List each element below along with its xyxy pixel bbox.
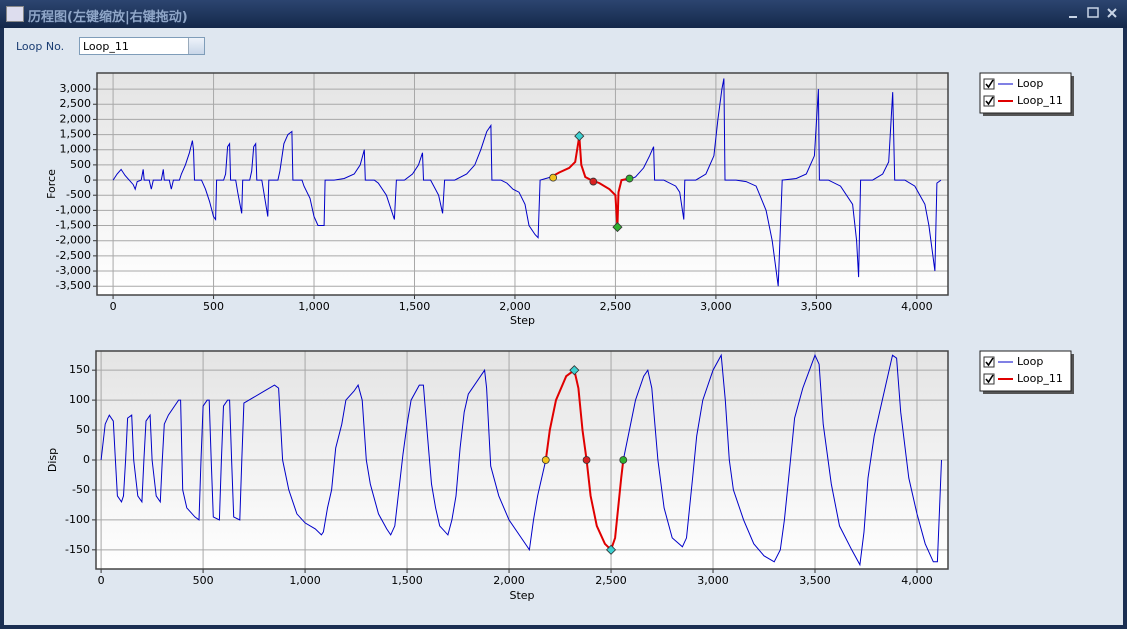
x-tick-label: 3,500 xyxy=(801,300,833,313)
check-mark xyxy=(985,374,994,384)
window-title: 历程图(左键缩放|右键拖动) xyxy=(28,10,188,25)
y-tick-label: -2,500 xyxy=(56,249,91,262)
y-tick-label: -1,000 xyxy=(56,203,91,216)
y-tick-label: -3,500 xyxy=(56,279,91,292)
x-tick-label: 1,500 xyxy=(391,574,423,587)
y-tick-label: -150 xyxy=(65,543,90,556)
x-axis-label: Step xyxy=(510,314,535,327)
key-point xyxy=(569,365,580,376)
legend-checkbox[interactable] xyxy=(983,95,995,107)
legend-checkbox[interactable] xyxy=(983,78,995,90)
x-tick-label: 1,000 xyxy=(289,574,321,587)
legend-label: Loop xyxy=(1017,355,1043,368)
y-tick-label: 100 xyxy=(69,393,90,406)
legend xyxy=(979,350,1072,392)
x-tick-label: 2,000 xyxy=(493,574,525,587)
key-point xyxy=(541,456,550,464)
title-bar: 历程图(左键缩放|右键拖动) xyxy=(0,0,1127,28)
check-mark xyxy=(985,357,994,367)
y-axis-label: Force xyxy=(45,169,58,199)
x-tick-label: 1,000 xyxy=(298,300,330,313)
check-mark xyxy=(985,96,994,106)
y-tick-label: 0 xyxy=(83,453,90,466)
close-button[interactable] xyxy=(1105,6,1119,20)
check-mark xyxy=(985,79,994,89)
legend-checkbox[interactable] xyxy=(983,373,995,385)
x-tick-label: 2,500 xyxy=(600,300,632,313)
x-tick-label: 1,500 xyxy=(399,300,431,313)
key-point xyxy=(589,177,598,186)
y-tick-label: 50 xyxy=(76,423,90,436)
x-tick-label: 3,000 xyxy=(700,300,732,313)
maximize-button[interactable] xyxy=(1086,6,1100,20)
x-tick-label: 3,500 xyxy=(799,574,831,587)
y-tick-label: 3,000 xyxy=(60,82,92,95)
app-icon xyxy=(6,6,24,22)
y-tick-label: -3,000 xyxy=(56,264,91,277)
spin-button[interactable] xyxy=(188,38,204,54)
key-point xyxy=(549,173,558,182)
plot-border xyxy=(95,350,949,570)
loop-label: Loop No. xyxy=(16,40,65,53)
x-tick-label: 4,000 xyxy=(901,300,933,313)
x-tick-label: 500 xyxy=(193,574,214,587)
legend xyxy=(979,72,1072,114)
x-tick-label: 2,000 xyxy=(499,300,531,313)
x-tick-label: 4,000 xyxy=(901,574,933,587)
y-tick-label: 0 xyxy=(84,173,91,186)
plot-border xyxy=(96,72,949,296)
y-axis-label: Disp xyxy=(46,448,59,472)
series-line xyxy=(100,353,942,567)
x-tick-label: 2,500 xyxy=(595,574,627,587)
key-point xyxy=(605,544,617,555)
y-tick-label: 1,000 xyxy=(60,143,92,156)
legend-label: Loop_11 xyxy=(1017,94,1063,107)
y-tick-label: -2,000 xyxy=(56,234,91,247)
x-axis-label: Step xyxy=(509,589,534,602)
key-point xyxy=(582,456,591,464)
y-tick-label: 500 xyxy=(70,158,91,171)
series-line xyxy=(112,78,942,287)
y-tick-label: 1,500 xyxy=(60,128,92,141)
legend-label: Loop xyxy=(1017,77,1043,90)
x-tick-label: 500 xyxy=(203,300,224,313)
key-point xyxy=(625,174,634,183)
y-tick-label: -1,500 xyxy=(56,219,91,232)
loop-value: Loop_11 xyxy=(83,40,129,53)
loop-select[interactable]: Loop_11 xyxy=(79,37,205,55)
legend-label: Loop_11 xyxy=(1017,372,1063,385)
x-tick-label: 3,000 xyxy=(697,574,729,587)
plot-area xyxy=(97,73,948,295)
key-point xyxy=(619,456,628,464)
y-tick-label: -100 xyxy=(65,513,90,526)
x-tick-label: 0 xyxy=(98,574,105,587)
y-tick-label: -500 xyxy=(66,188,91,201)
y-tick-label: 150 xyxy=(69,363,90,376)
minimize-button[interactable] xyxy=(1066,6,1080,20)
key-point xyxy=(612,222,623,233)
y-tick-label: -50 xyxy=(72,483,90,496)
legend-checkbox[interactable] xyxy=(983,356,995,368)
key-point xyxy=(574,131,585,142)
x-tick-label: 0 xyxy=(110,300,117,313)
y-tick-label: 2,000 xyxy=(60,112,92,125)
y-tick-label: 2,500 xyxy=(60,97,92,110)
